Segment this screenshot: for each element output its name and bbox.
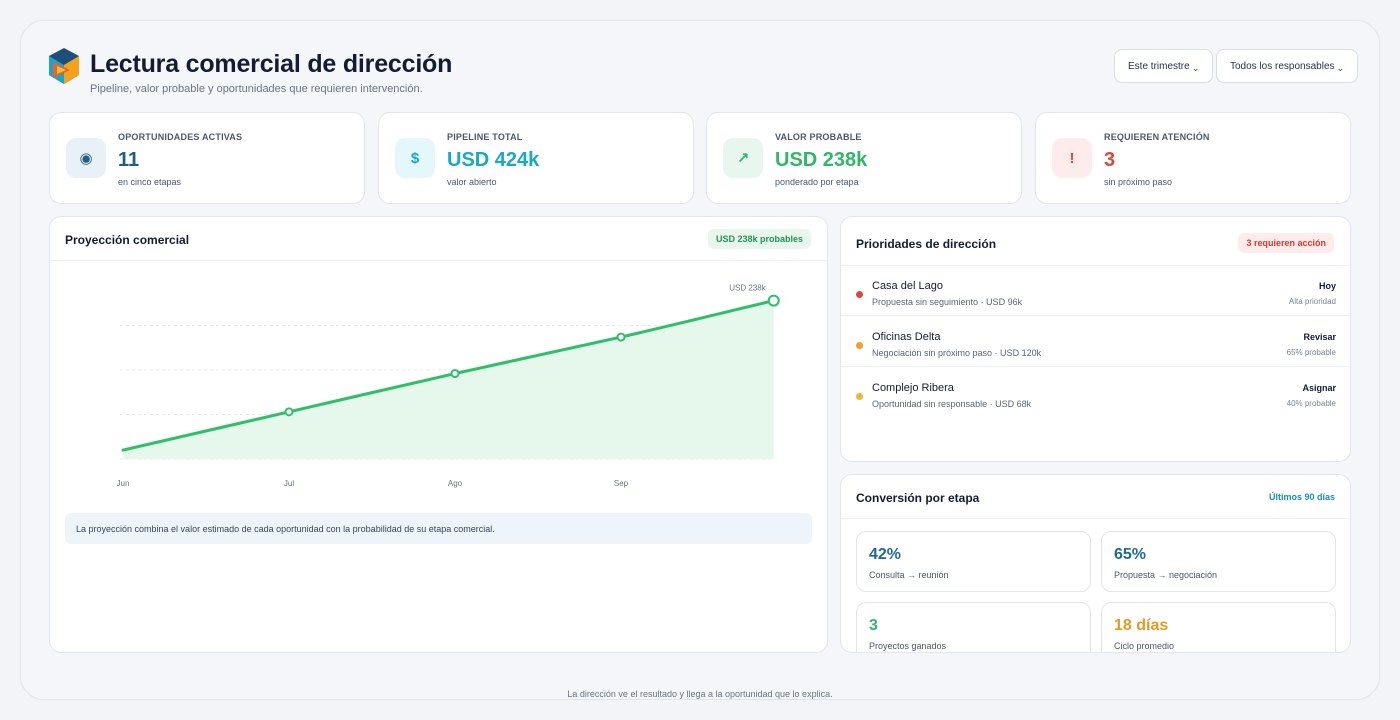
data-point bbox=[767, 294, 780, 307]
kpi-value: USD 424k bbox=[447, 149, 540, 171]
kpi-card-active-opportunities[interactable]: ◉ Oportunidades activas 11 en cinco etap… bbox=[49, 112, 365, 204]
priority-name: Oficinas Delta bbox=[872, 331, 941, 343]
projection-card: Proyección comercial USD 238k probables … bbox=[49, 216, 828, 653]
owner-filter-dropdown[interactable]: Todos los responsables ⌄ bbox=[1216, 49, 1359, 83]
page-title: Lectura comercial de dirección bbox=[90, 50, 453, 78]
x-tick-label: Ago bbox=[448, 479, 463, 488]
dollar-icon: $ bbox=[395, 138, 435, 178]
kpi-label: Valor probable bbox=[775, 132, 862, 142]
divider bbox=[841, 518, 1350, 519]
divider bbox=[50, 260, 827, 261]
kpi-value: 11 bbox=[118, 149, 140, 171]
metric-label: Ciclo promedio bbox=[1114, 641, 1175, 651]
owner-filter-label: Todos los responsables bbox=[1230, 60, 1335, 72]
priority-dot bbox=[856, 393, 863, 400]
projection-badge: USD 238k probables bbox=[707, 229, 811, 249]
priority-dot bbox=[856, 291, 863, 298]
priority-action: Hoy bbox=[1318, 281, 1336, 291]
data-point bbox=[284, 407, 294, 417]
footer-note: La dirección ve el resultado y llega a l… bbox=[567, 689, 833, 699]
kpi-label: Requieren atención bbox=[1104, 132, 1210, 142]
chevron-down-icon: ⌄ bbox=[1336, 62, 1345, 73]
conversion-metric: 18 días Ciclo promedio bbox=[1101, 602, 1336, 652]
period-filter-dropdown[interactable]: Este trimestre ⌄ bbox=[1114, 49, 1214, 83]
page-subtitle: Pipeline, valor probable y oportunidades… bbox=[90, 83, 423, 95]
priorities-title: Prioridades de dirección bbox=[856, 237, 997, 251]
conversion-metric: 3 Proyectos ganados bbox=[856, 602, 1091, 652]
priority-name: Casa del Lago bbox=[872, 280, 943, 292]
conversion-card: Conversión por etapa Últimos 90 días 42%… bbox=[840, 474, 1351, 653]
metric-label: Proyectos ganados bbox=[869, 641, 947, 651]
divider bbox=[841, 366, 1350, 367]
x-tick-label: Jul bbox=[284, 479, 294, 488]
kpi-note: valor abierto bbox=[447, 177, 497, 187]
projection-chart: USD 238k Jun Jul Ago Sep bbox=[117, 284, 780, 488]
priority-sub: 65% probable bbox=[1286, 348, 1336, 357]
page-header: Lectura comercial de dirección Pipeline,… bbox=[48, 48, 1359, 98]
kpi-note: sin próximo paso bbox=[1104, 177, 1173, 187]
kpi-card-probable-value[interactable]: ↗ Valor probable USD 238k ponderado por … bbox=[706, 112, 1022, 204]
priority-sub: 40% probable bbox=[1286, 399, 1336, 408]
kpi-note: ponderado por etapa bbox=[775, 177, 859, 187]
priority-name: Complejo Ribera bbox=[872, 382, 954, 394]
priorities-badge: 3 requieren acción bbox=[1238, 233, 1334, 253]
data-point bbox=[616, 332, 626, 342]
priority-action: Revisar bbox=[1303, 332, 1336, 342]
alert-icon: ! bbox=[1052, 138, 1092, 178]
projection-title: Proyección comercial bbox=[65, 233, 190, 247]
logo-icon bbox=[49, 48, 79, 84]
metric-label: Consulta → reunión bbox=[869, 570, 949, 580]
metric-label: Propuesta → negociación bbox=[1114, 570, 1218, 580]
divider bbox=[841, 315, 1350, 316]
kpi-value: 3 bbox=[1104, 149, 1116, 171]
priorities-card: Prioridades de dirección 3 requieren acc… bbox=[840, 216, 1351, 462]
projection-note: La proyección combina el valor estimado … bbox=[65, 513, 812, 544]
conversion-metric: 42% Consulta → reunión bbox=[856, 531, 1091, 592]
data-point bbox=[450, 369, 460, 379]
kpi-value: USD 238k bbox=[775, 149, 868, 171]
priority-item[interactable]: Oficinas Delta Negociación sin próximo p… bbox=[841, 318, 1350, 369]
x-tick-label: Sep bbox=[614, 479, 629, 488]
divider bbox=[841, 265, 1350, 266]
trend-up-icon: ↗ bbox=[723, 138, 763, 178]
priority-item[interactable]: Casa del Lago Propuesta sin seguimiento … bbox=[841, 267, 1350, 318]
chevron-down-icon: ⌄ bbox=[1191, 62, 1200, 73]
end-value-label: USD 238k bbox=[729, 284, 766, 293]
metric-value: 42% bbox=[869, 546, 902, 563]
target-icon: ◉ bbox=[66, 138, 106, 178]
priority-desc: Negociación sin próximo paso · USD 120k bbox=[872, 348, 1042, 358]
kpi-card-pipeline-total[interactable]: $ Pipeline total USD 424k valor abierto bbox=[378, 112, 694, 204]
x-tick-label: Jun bbox=[117, 479, 130, 488]
priority-item[interactable]: Complejo Ribera Oportunidad sin responsa… bbox=[841, 369, 1350, 420]
priority-desc: Propuesta sin seguimiento · USD 96k bbox=[872, 297, 1023, 307]
conversion-title: Conversión por etapa bbox=[856, 491, 980, 505]
kpi-label: Oportunidades activas bbox=[118, 132, 243, 142]
priority-action: Asignar bbox=[1302, 383, 1336, 393]
priority-desc: Oportunidad sin responsable · USD 68k bbox=[872, 399, 1032, 409]
metric-value: 65% bbox=[1114, 546, 1147, 563]
metric-value: 3 bbox=[869, 617, 878, 634]
kpi-label: Pipeline total bbox=[447, 132, 523, 142]
conversion-period-link[interactable]: Últimos 90 días bbox=[1268, 492, 1335, 502]
priority-sub: Alta prioridad bbox=[1288, 297, 1336, 306]
metric-value: 18 días bbox=[1114, 617, 1169, 634]
kpi-card-attention[interactable]: ! Requieren atención 3 sin próximo paso bbox=[1035, 112, 1351, 204]
kpi-note: en cinco etapas bbox=[118, 177, 182, 187]
priority-dot bbox=[856, 342, 863, 349]
conversion-metric: 65% Propuesta → negociación bbox=[1101, 531, 1336, 592]
period-filter-label: Este trimestre bbox=[1128, 60, 1190, 72]
